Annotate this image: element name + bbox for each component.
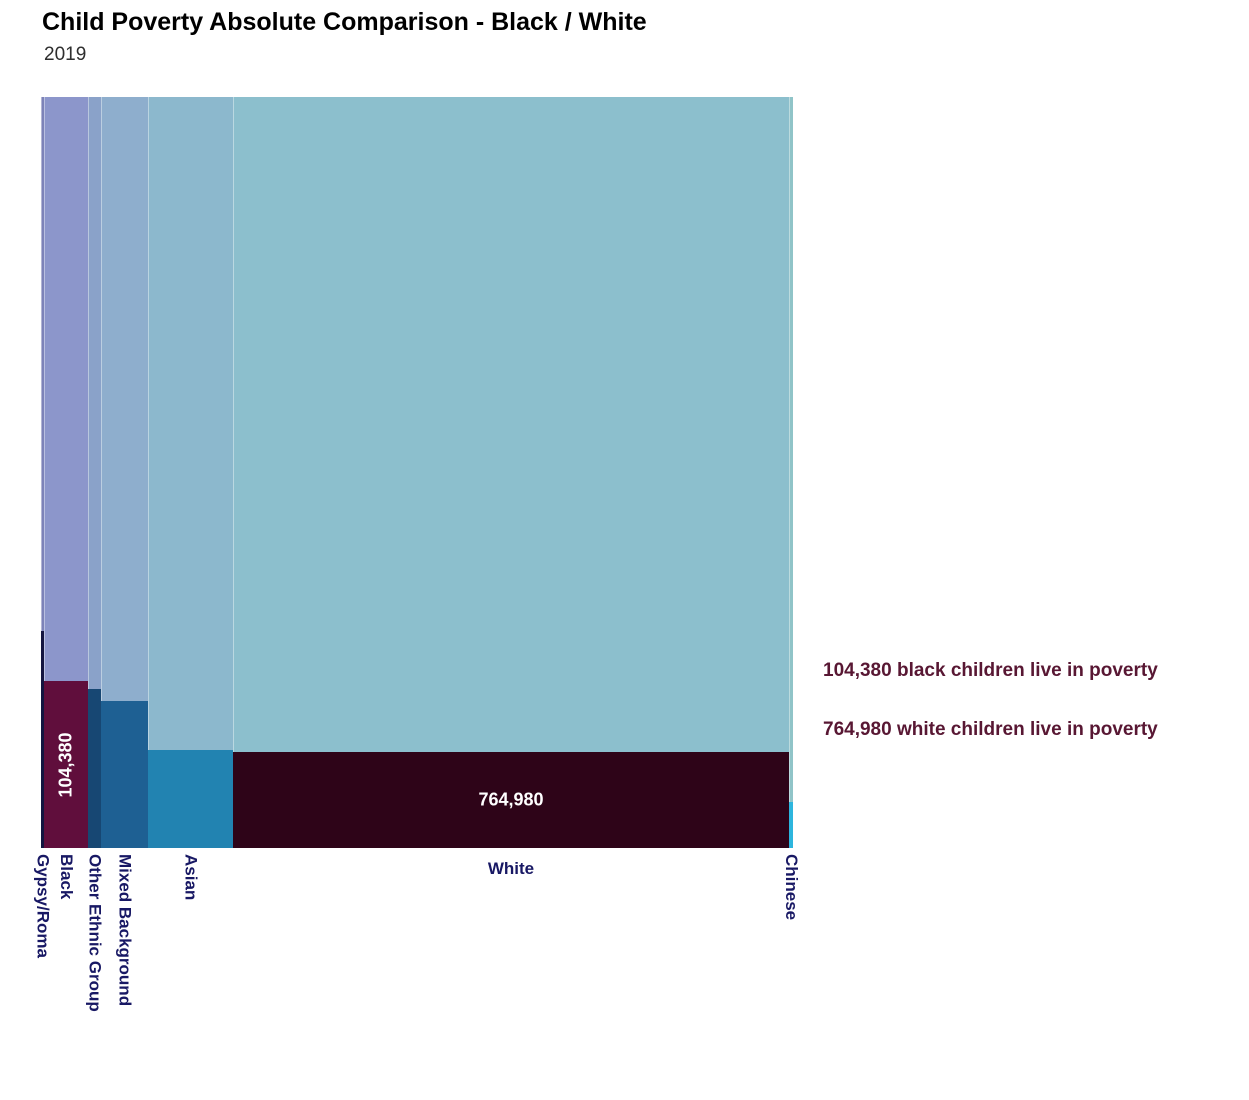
column-gypsy-roma-population-segment — [41, 97, 44, 631]
column-asian-poverty-segment — [148, 750, 233, 848]
column-chinese-poverty-segment — [789, 802, 793, 848]
column-black-population-segment — [43, 97, 88, 681]
axis-label-chinese: Chinese — [782, 854, 801, 921]
annotation-black-poverty: 104,380 black children live in poverty — [823, 660, 1158, 681]
axis-label-white: White — [487, 859, 535, 878]
chart-subtitle: 2019 — [44, 44, 87, 65]
value-label-black: 104,380 — [55, 731, 76, 798]
column-chinese-population-segment — [789, 97, 793, 802]
column-mixed-background-poverty-segment — [101, 701, 148, 848]
column-white-population-segment — [233, 97, 789, 752]
axis-label-asian: Asian — [181, 854, 201, 901]
column-other-ethnic-group-poverty-segment — [88, 689, 101, 848]
axis-label-gypsy-roma: Gypsy/Roma — [33, 854, 53, 958]
column-other-ethnic-group-population-segment — [88, 97, 101, 689]
column-asian-population-segment — [148, 97, 233, 750]
column-mixed-background-population-segment — [101, 97, 148, 701]
annotation-white-poverty: 764,980 white children live in poverty — [823, 719, 1158, 740]
column-black-poverty-segment — [43, 681, 88, 848]
axis-label-black: Black — [56, 854, 76, 900]
column-gypsy-roma-poverty-segment — [41, 631, 44, 848]
chart-title: Child Poverty Absolute Comparison - Blac… — [42, 8, 647, 36]
value-label-white: 764,980 — [478, 789, 544, 810]
column-white-poverty-segment — [233, 752, 789, 848]
axis-label-mixed-background: Mixed Background — [115, 854, 135, 1007]
axis-label-other-ethnic-group: Other Ethnic Group — [85, 854, 105, 1012]
